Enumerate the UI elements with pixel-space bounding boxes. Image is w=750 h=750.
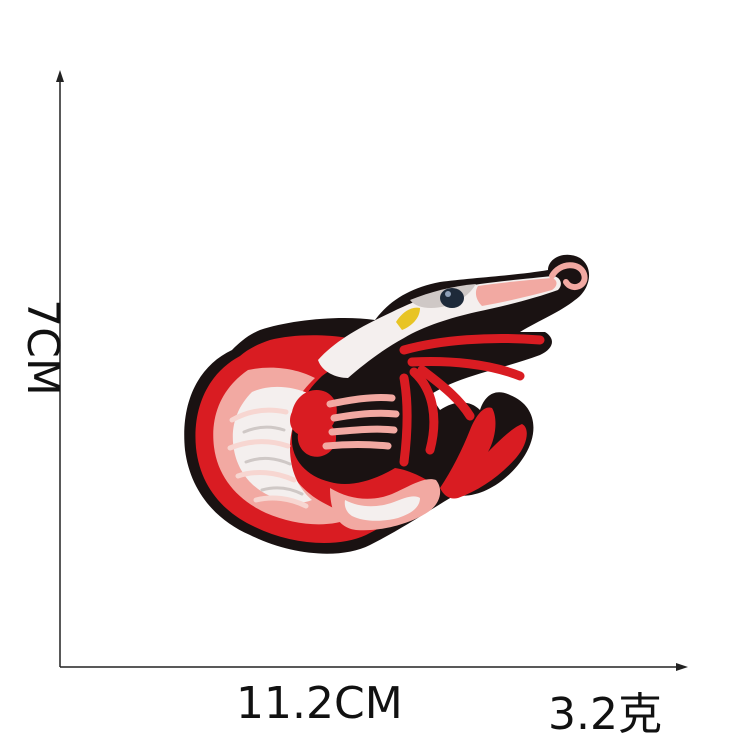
- body-segment-lines: [227, 407, 309, 509]
- axis-arrow-up-icon: [56, 70, 64, 82]
- dimension-axes: [56, 70, 688, 671]
- shrimp-tail-white: [344, 496, 420, 521]
- shrimp-antennae: [399, 333, 545, 467]
- shrimp-tail-fan: [440, 407, 527, 499]
- shrimp-patch-icon: [184, 254, 590, 554]
- body-grey-stripes: [242, 425, 304, 496]
- height-dimension-label: 7CM: [16, 299, 68, 396]
- shrimp-rostrum-pink: [475, 278, 557, 306]
- shrimp-mouth: [396, 307, 420, 330]
- shrimp-legs: [322, 394, 400, 450]
- axis-arrow-right-icon: [676, 663, 688, 671]
- shrimp-eye-highlight: [445, 291, 451, 297]
- width-dimension-label: 11.2CM: [236, 678, 403, 729]
- shrimp-rostrum-curl: [549, 262, 588, 291]
- weight-label: 3.2克: [548, 689, 662, 740]
- shrimp-eye-icon: [440, 288, 464, 308]
- shrimp-head-red: [290, 390, 337, 457]
